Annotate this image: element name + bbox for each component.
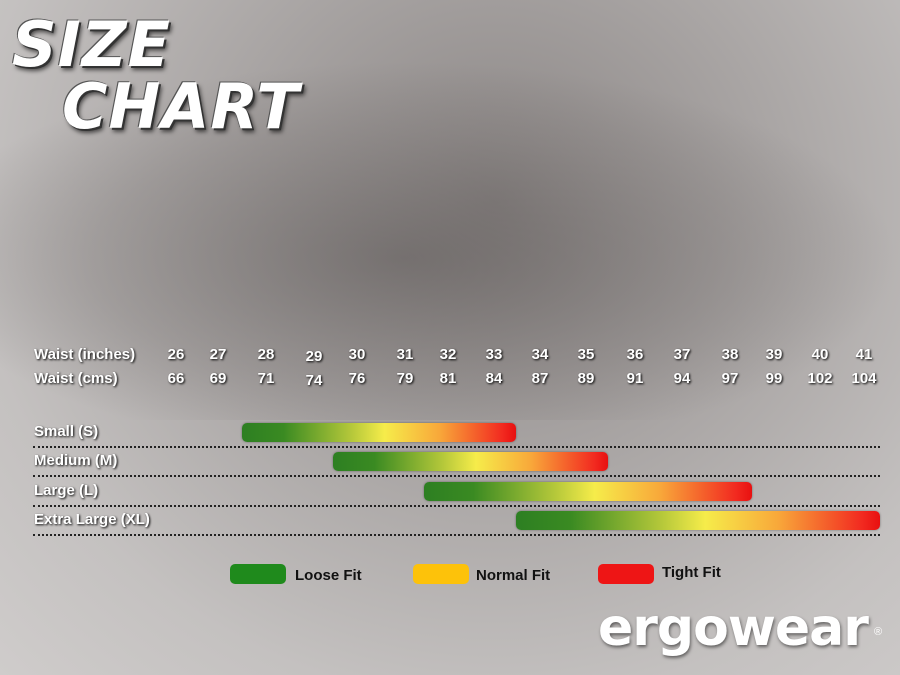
tick-cms: 76 [348,370,366,387]
size-range-bar [333,452,608,471]
size-label: Extra Large (XL) [34,511,150,528]
tick-cms: 79 [396,370,414,387]
tick-inches: 27 [209,346,227,363]
tick-inches: 36 [626,346,644,363]
row-label-inches: Waist (inches) [34,346,136,363]
tick-cms: 74 [305,372,323,389]
tick-cms: 97 [721,370,739,387]
legend-label-normal: Normal Fit [476,567,551,584]
legend-swatch-loose [230,564,286,584]
tick-inches: 28 [257,346,275,363]
size-label: Medium (M) [34,452,118,469]
registered-mark: ® [874,626,883,638]
tick-inches: 41 [855,346,873,363]
legend-label-tight: Tight Fit [662,564,721,581]
tick-inches: 39 [765,346,783,363]
title-chart: CHART [62,70,300,143]
background-photo [0,60,900,420]
size-label: Small (S) [34,423,99,440]
tick-inches: 40 [811,346,829,363]
tick-inches: 32 [439,346,457,363]
tick-inches: 34 [531,346,549,363]
tick-cms: 89 [577,370,595,387]
row-divider [33,505,880,507]
ergowear-logo: ergowear [598,598,869,658]
tick-cms: 84 [485,370,503,387]
tick-inches: 33 [485,346,503,363]
tick-cms: 102 [807,370,833,387]
tick-cms: 104 [851,370,877,387]
tick-cms: 91 [626,370,644,387]
row-divider [33,446,880,448]
legend-label-loose: Loose Fit [295,567,362,584]
row-divider [33,475,880,477]
size-label: Large (L) [34,482,99,499]
tick-inches: 37 [673,346,691,363]
tick-cms: 71 [257,370,275,387]
row-label-cms: Waist (cms) [34,370,118,387]
legend-swatch-tight [598,564,654,584]
tick-inches: 35 [577,346,595,363]
tick-inches: 31 [396,346,414,363]
legend-swatch-normal [413,564,469,584]
tick-inches: 29 [305,348,323,365]
tick-cms: 81 [439,370,457,387]
tick-cms: 69 [209,370,227,387]
size-range-bar [516,511,880,530]
row-divider [33,534,880,536]
size-range-bar [242,423,516,442]
tick-cms: 94 [673,370,691,387]
tick-inches: 38 [721,346,739,363]
tick-inches: 30 [348,346,366,363]
size-range-bar [424,482,752,501]
tick-inches: 26 [167,346,185,363]
tick-cms: 87 [531,370,549,387]
tick-cms: 99 [765,370,783,387]
title-size: SIZE [12,8,172,81]
tick-cms: 66 [167,370,185,387]
